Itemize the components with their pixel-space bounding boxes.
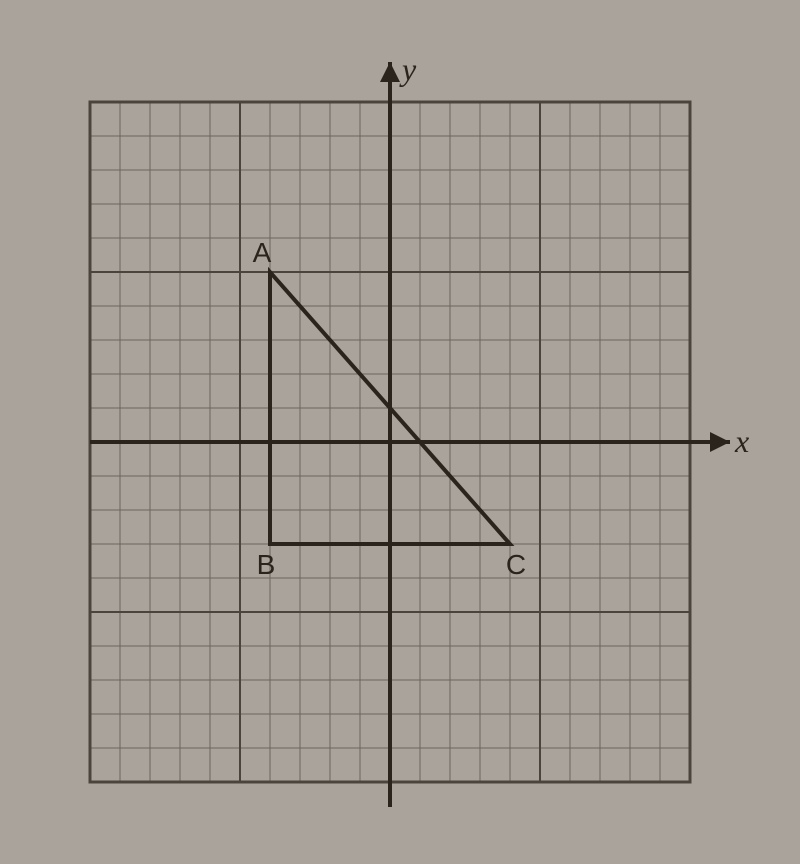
x-axis-label: x [734,423,749,459]
vertex-label-c: C [506,549,526,580]
y-axis-label: y [399,51,417,87]
vertex-label-a: A [253,237,272,268]
coordinate-plane-graph: y x A B C [40,42,760,822]
graph-svg: y x A B C [40,42,760,822]
vertex-label-b: B [257,549,276,580]
